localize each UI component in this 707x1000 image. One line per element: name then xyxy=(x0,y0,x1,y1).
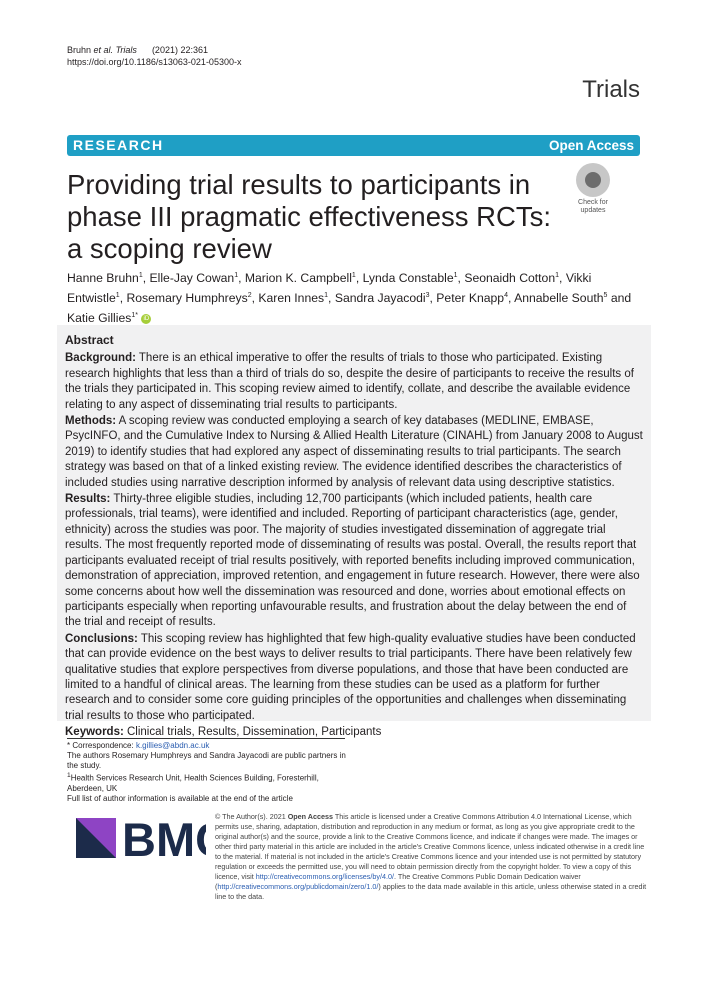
footnotes: * Correspondence: k.gillies@abdn.ac.uk T… xyxy=(67,741,357,804)
section-label: Keywords: xyxy=(65,726,124,739)
author-name: Annabelle South xyxy=(514,291,604,306)
author-affiliation: 1 xyxy=(115,292,120,300)
abstract-section: Conclusions: This scoping review has hig… xyxy=(65,632,645,724)
section-text: Thirty-three eligible studies, including… xyxy=(65,493,640,629)
author-affiliation: 1 xyxy=(555,272,560,279)
author-affiliation: 1 xyxy=(324,292,329,300)
author: Seonaidh Cotton1 xyxy=(464,271,559,285)
author-affiliation: 4 xyxy=(504,292,508,300)
section-text: Clinical trials, Results, Dissemination,… xyxy=(123,726,382,739)
author-info-note: Full list of author information is avail… xyxy=(67,793,293,803)
check-updates-icon xyxy=(576,163,610,197)
affiliation-number: 1 xyxy=(67,772,71,779)
author: Marion K. Campbell1 xyxy=(245,271,356,285)
author-affiliation: 3 xyxy=(425,292,430,300)
section-text: A scoping review was conducted employing… xyxy=(65,415,643,489)
author-affiliation: 1 xyxy=(138,272,143,279)
author: Peter Knapp4 xyxy=(436,291,508,305)
author: Annabelle South5 xyxy=(514,291,607,305)
author: Elle-Jay Cowan1 xyxy=(150,271,239,285)
footnote-divider xyxy=(67,738,345,739)
author-affiliation: 5 xyxy=(603,292,608,300)
orcid-icon[interactable]: iD xyxy=(141,313,152,324)
cc-zero-link[interactable]: http://creativecommons.org/publicdomain/… xyxy=(217,882,379,891)
check-for-updates-badge[interactable]: Check for updates xyxy=(570,163,616,215)
section-label: Conclusions: xyxy=(65,632,138,645)
author-name: Marion K. Campbell xyxy=(244,271,352,286)
abstract-box: Abstract Background: There is an ethical… xyxy=(57,325,651,738)
author-name: Rosemary Humphreys xyxy=(126,291,248,306)
header-citation: (2021) 22:361 xyxy=(151,45,208,55)
license-text: © The Author(s). 2021 Open Access This a… xyxy=(215,812,647,902)
author: Lynda Constable1 xyxy=(363,271,458,285)
author-name: Seonaidh Cotton xyxy=(464,271,556,286)
author-name: Lynda Constable xyxy=(362,271,454,286)
check-updates-line2: updates xyxy=(580,207,606,214)
author-affiliation: 1 xyxy=(234,272,239,279)
header-journal: Trials xyxy=(115,45,137,55)
public-partners-note: The authors Rosemary Humphreys and Sandr… xyxy=(67,751,346,770)
copyright: © The Author(s). 2021 xyxy=(215,812,288,821)
author: Vikki Entwistle1 xyxy=(67,271,591,305)
correspondence-email[interactable]: k.gillies@abdn.ac.uk xyxy=(135,741,210,750)
author: Rosemary Humphreys2 xyxy=(126,291,251,305)
abstract-section: Keywords: Clinical trials, Results, Diss… xyxy=(65,725,645,740)
doi-link[interactable]: https://doi.org/10.1186/s13063-021-05300… xyxy=(67,57,242,67)
section-text: This scoping review has highlighted that… xyxy=(65,632,636,722)
license-open-access: Open Access xyxy=(287,812,333,821)
article-type: RESEARCH xyxy=(73,137,164,153)
author-name: Hanne Bruhn xyxy=(67,271,139,286)
license-body: This article is licensed under a Creativ… xyxy=(215,812,645,881)
author: Hanne Bruhn1 xyxy=(67,271,143,285)
author-name: Sandra Jayacodi xyxy=(334,291,426,306)
author-list: Hanne Bruhn1, Elle-Jay Cowan1, Marion K.… xyxy=(67,271,632,326)
article-type-banner: RESEARCH Open Access xyxy=(67,135,640,156)
author-affiliation: 2 xyxy=(247,292,252,300)
author-affiliation: 1 xyxy=(453,272,458,279)
bmc-logo-triangle xyxy=(76,818,116,858)
author: Sandra Jayacodi3 xyxy=(335,291,430,305)
check-updates-line1: Check for xyxy=(578,199,608,206)
author-name: Karen Innes xyxy=(258,291,325,306)
author-name: Elle-Jay Cowan xyxy=(149,271,235,286)
license-body-3: ) applies to the data made available in … xyxy=(215,882,647,901)
author-name: Katie Gillies xyxy=(67,311,132,326)
section-text: There is an ethical imperative to offer … xyxy=(65,352,634,411)
running-header: Bruhn et al. Trials (2021) 22:361 https:… xyxy=(67,44,241,68)
journal-name: Trials xyxy=(582,76,640,103)
author-name: Peter Knapp xyxy=(436,291,505,306)
affiliation: Health Services Research Unit, Health Sc… xyxy=(67,773,319,793)
cc-by-link[interactable]: http://creativecommons.org/licenses/by/4… xyxy=(255,872,394,881)
header-author: Bruhn xyxy=(67,45,92,55)
author-affiliation: 1* xyxy=(131,312,138,320)
abstract-section: Methods: A scoping review was conducted … xyxy=(65,414,645,491)
correspondence-label: * Correspondence: xyxy=(67,741,136,750)
abstract-heading: Abstract xyxy=(65,333,114,347)
section-label: Results: xyxy=(65,493,111,506)
open-access-label: Open Access xyxy=(548,138,634,153)
author-name: Vikki Entwistle xyxy=(67,271,592,306)
article-title: Providing trial results to participants … xyxy=(67,169,552,264)
bmc-logo: BMC xyxy=(76,816,206,860)
section-label: Background: xyxy=(65,352,136,365)
bmc-logo-text: BMC xyxy=(122,816,206,860)
author: Karen Innes1 xyxy=(258,291,328,305)
abstract-section: Results: Thirty-three eligible studies, … xyxy=(65,492,645,631)
abstract-section: Background: There is an ethical imperati… xyxy=(65,351,645,413)
author: Katie Gillies1* xyxy=(67,311,138,325)
license-body-2: . The Creative Commons Public Domain Ded… xyxy=(215,872,581,891)
header-etal: et al. xyxy=(93,45,114,55)
author-affiliation: 1 xyxy=(351,272,356,279)
section-label: Methods: xyxy=(65,415,117,428)
